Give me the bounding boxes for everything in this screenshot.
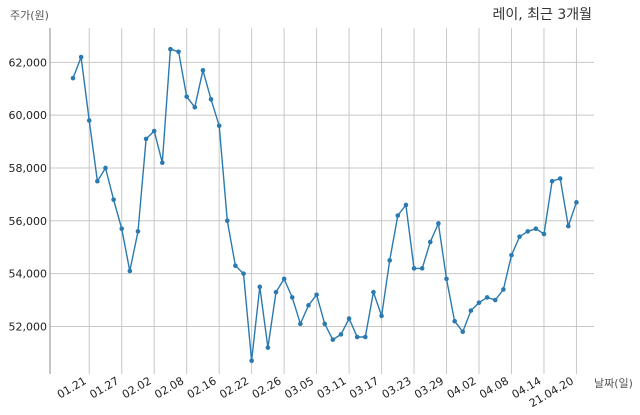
data-point: [557, 176, 563, 181]
data-point: [200, 67, 206, 73]
x-tick-label: 02.08: [152, 374, 186, 401]
data-point: [566, 223, 571, 229]
x-tick-label: 04.08: [477, 374, 511, 401]
data-point: [501, 287, 506, 292]
data-point: [298, 321, 303, 327]
data-point: [338, 332, 344, 337]
data-point: [533, 226, 539, 232]
axes: 52,000 54,000 56,000 58,000 60,000 62,000 01.2…: [9, 28, 576, 410]
x-tick-label: 01.21: [55, 374, 89, 401]
data-point: [444, 276, 449, 282]
x-tick-label: 03.11: [315, 374, 349, 401]
data-point: [346, 316, 352, 321]
data-point: [476, 300, 482, 305]
data-point: [176, 49, 181, 55]
data-point: [111, 197, 116, 202]
x-tick-label: 03.29: [412, 374, 446, 401]
x-axis-title: 날짜(일): [594, 376, 633, 390]
y-tick-label: 54,000: [9, 268, 48, 281]
chart-title: 레이, 최근 3개월: [492, 7, 592, 23]
data-point: [330, 337, 336, 342]
data-point: [484, 295, 490, 300]
y-tick-label: 58,000: [9, 162, 48, 175]
data-point: [460, 329, 466, 335]
x-tick-label: 01.27: [87, 374, 121, 401]
data-point: [411, 266, 417, 271]
data-point: [143, 136, 149, 142]
data-point: [119, 226, 125, 232]
data-point: [241, 271, 246, 276]
data-point: [492, 297, 498, 303]
data-point: [541, 231, 547, 237]
y-tick-label: 62,000: [9, 56, 48, 69]
data-point: [103, 165, 108, 171]
x-tick-label: 03.05: [282, 374, 316, 401]
data-point: [354, 334, 360, 340]
x-tick-label: 02.02: [120, 374, 154, 401]
data-point: [574, 200, 579, 205]
data-point: [403, 202, 409, 208]
x-tick-label: 03.23: [380, 374, 414, 401]
y-tick-label: 60,000: [9, 109, 48, 122]
y-tick-label: 52,000: [9, 320, 48, 333]
data-point: [127, 268, 133, 274]
data-point: [363, 334, 368, 340]
data-point: [249, 358, 254, 364]
data-point: [273, 289, 279, 295]
data-point: [86, 118, 92, 123]
data-point: [468, 308, 474, 313]
data-point: [160, 160, 165, 166]
grid: [50, 28, 594, 374]
series-layer: [70, 46, 579, 364]
data-point: [549, 178, 555, 184]
data-point: [427, 239, 433, 245]
y-tick-label: 56,000: [9, 215, 48, 228]
x-tick-label: 02.22: [217, 374, 251, 401]
data-point: [395, 213, 401, 218]
data-point: [257, 284, 263, 290]
data-point: [525, 229, 531, 234]
x-tick-label: 04.02: [445, 374, 479, 401]
data-point: [151, 128, 157, 134]
series-line: [72, 48, 578, 361]
x-tick-label: 02.16: [185, 374, 219, 401]
data-point: [208, 97, 214, 102]
x-tick-label: 03.17: [347, 374, 381, 401]
data-point: [281, 276, 287, 282]
data-point: [95, 178, 100, 184]
y-axis-title: 주가(원): [10, 9, 49, 22]
data-point: [265, 345, 271, 350]
data-point: [371, 289, 376, 295]
data-point: [135, 229, 141, 234]
data-point: [436, 221, 441, 226]
data-point: [387, 258, 392, 263]
data-point: [289, 295, 295, 300]
data-point: [452, 318, 457, 324]
data-point: [306, 303, 311, 308]
data-point: [314, 292, 319, 298]
data-point: [168, 46, 173, 52]
data-point: [233, 263, 238, 269]
data-point: [192, 104, 198, 110]
data-point: [78, 54, 84, 60]
data-point: [509, 252, 514, 258]
data-point: [322, 321, 328, 327]
data-point: [379, 313, 384, 319]
data-point: [216, 123, 222, 129]
data-point: [184, 94, 189, 99]
data-point: [517, 234, 522, 239]
data-point: [419, 266, 425, 271]
x-tick-label: 02.26: [250, 374, 284, 401]
data-point: [224, 218, 230, 224]
data-point: [70, 75, 76, 81]
